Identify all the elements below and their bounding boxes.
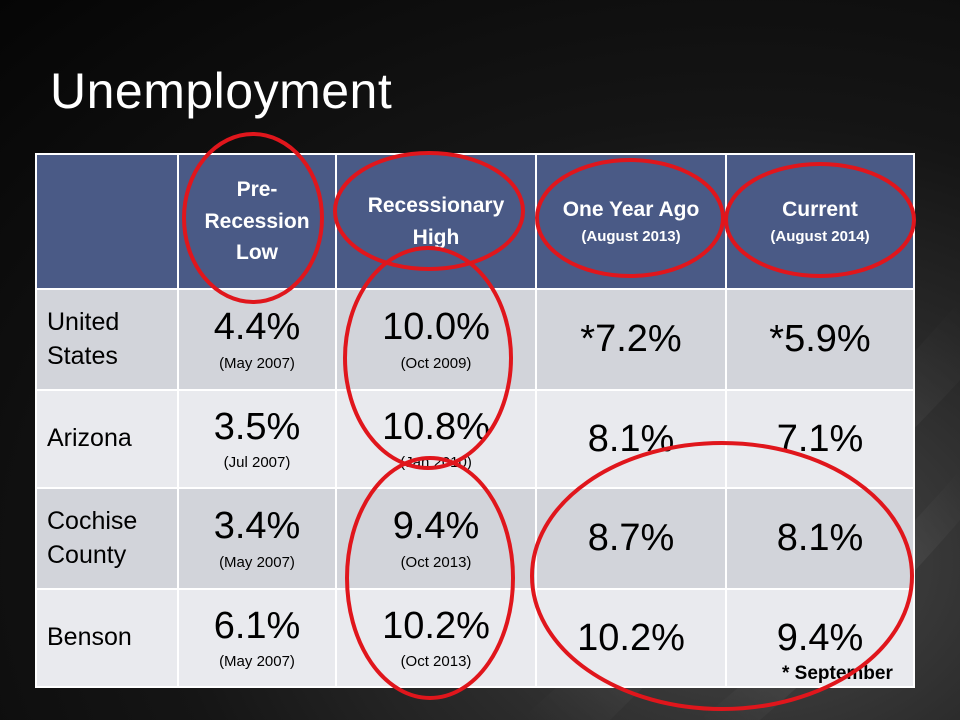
recessionary-high-cell: 10.8% (Jan 2010) [335, 389, 537, 489]
rate-value: 8.7% [587, 517, 675, 559]
rate-value: 6.1% [213, 604, 301, 647]
rate-date: (Jan 2010) [400, 454, 472, 472]
rate-value: 8.1% [587, 417, 675, 460]
rate-value: 4.4% [213, 306, 301, 349]
header-pre-recession-low: Pre-Recession Low [177, 153, 337, 290]
rate-date: (May 2007) [219, 553, 295, 571]
header-one-year-ago: One Year Ago (August 2013) [535, 153, 727, 290]
rate-value: 10.8% [382, 405, 490, 448]
rate-value: 10.2% [382, 604, 490, 647]
recessionary-high-cell: 10.2% (Oct 2013) [335, 588, 537, 688]
header-label: Recessionary High [367, 194, 505, 249]
rate-date: (Oct 2013) [400, 553, 472, 571]
rate-date: (May 2007) [219, 653, 295, 671]
header-empty-cell [35, 153, 179, 290]
one-year-ago-cell: 8.1% [535, 389, 727, 489]
recessionary-high-cell: 10.0% (Oct 2009) [335, 288, 537, 391]
rate-value: *7.2% [580, 318, 682, 360]
pre-recession-low-cell: 6.1% (May 2007) [177, 588, 337, 688]
header-label: One Year Ago [562, 197, 700, 221]
rate-value: 9.4% [392, 505, 480, 548]
table-row: United States 4.4% (May 2007) 10.0% (Oct… [35, 288, 915, 391]
rate-value: *5.9% [769, 318, 871, 360]
footnote: * September [782, 663, 893, 684]
rate-date: (Oct 2013) [400, 653, 472, 671]
unemployment-table: Pre-Recession Low Recessionary High One … [35, 153, 915, 688]
slide-title: Unemployment [50, 63, 393, 119]
pre-recession-low-cell: 4.4% (May 2007) [177, 288, 337, 391]
rate-date: (Jul 2007) [223, 454, 291, 472]
current-cell: 7.1% [725, 389, 915, 489]
one-year-ago-cell: *7.2% [535, 288, 727, 391]
current-cell: *5.9% [725, 288, 915, 391]
rate-value: 10.0% [382, 306, 490, 349]
one-year-ago-cell: 8.7% [535, 487, 727, 590]
region-name: Benson [35, 588, 179, 688]
header-sublabel: (August 2013) [581, 228, 681, 246]
region-name: Arizona [35, 389, 179, 489]
rate-date: (May 2007) [219, 354, 295, 372]
header-label: Pre-Recession Low [204, 178, 310, 265]
table-row: Cochise County 3.4% (May 2007) 9.4% (Oct… [35, 487, 915, 590]
pre-recession-low-cell: 3.5% (Jul 2007) [177, 389, 337, 489]
region-name: United States [35, 288, 179, 391]
rate-value: 10.2% [577, 616, 685, 659]
rate-value: 9.4% [776, 616, 864, 659]
rate-value: 7.1% [776, 417, 864, 460]
header-current: Current (August 2014) [725, 153, 915, 290]
current-cell: 8.1% [725, 487, 915, 590]
table-row: Arizona 3.5% (Jul 2007) 10.8% (Jan 2010)… [35, 389, 915, 489]
rate-value: 8.1% [776, 517, 864, 559]
header-sublabel: (August 2014) [770, 228, 870, 246]
rate-value: 3.5% [213, 405, 301, 448]
rate-value: 3.4% [213, 505, 301, 548]
header-label: Current [782, 197, 858, 221]
pre-recession-low-cell: 3.4% (May 2007) [177, 487, 337, 590]
table-header-row: Pre-Recession Low Recessionary High One … [35, 153, 915, 290]
one-year-ago-cell: 10.2% [535, 588, 727, 688]
region-name: Cochise County [35, 487, 179, 590]
rate-date: (Oct 2009) [400, 354, 472, 372]
header-recessionary-high: Recessionary High [335, 153, 537, 290]
recessionary-high-cell: 9.4% (Oct 2013) [335, 487, 537, 590]
